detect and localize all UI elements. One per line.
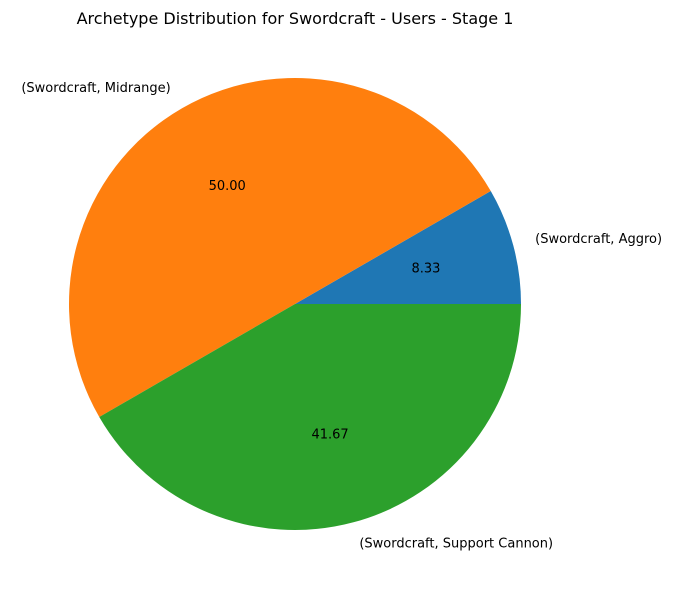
pie-pct-label-0: 8.33 (412, 261, 441, 276)
pie-pct-label-2: 41.67 (311, 427, 348, 442)
pie-slice-label-0: (Swordcraft, Aggro) (535, 232, 662, 247)
pie-slice-2 (99, 304, 522, 530)
pie-slice-label-2: (Swordcraft, Support Cannon) (359, 537, 553, 552)
pie-slice-0 (295, 191, 521, 304)
pie-slice-1 (69, 78, 491, 417)
pie-labels: 8.33 (Swordcraft, Aggro) 50.00 (Swordcraft,… (21, 81, 662, 551)
pie-slices (69, 78, 522, 530)
chart-title: Archetype Distribution for Swordcraft - … (77, 9, 514, 28)
pie-pct-label-1: 50.00 (209, 179, 246, 194)
pie-slice-label-1: (Swordcraft, Midrange) (21, 81, 170, 96)
